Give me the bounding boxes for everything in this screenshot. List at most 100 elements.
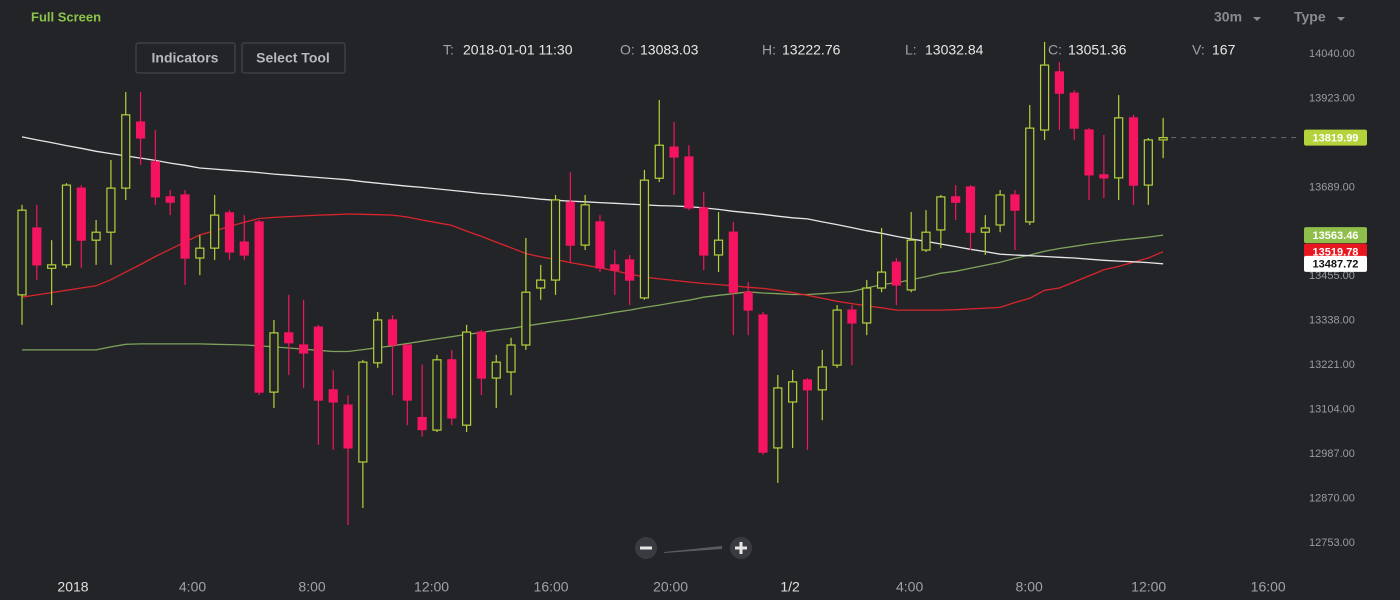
candle-body bbox=[76, 187, 86, 241]
candle-body bbox=[936, 196, 946, 231]
moving-average-line bbox=[21, 136, 1164, 265]
candle-body bbox=[521, 291, 531, 346]
candle-body bbox=[135, 121, 146, 139]
candle-body bbox=[862, 287, 872, 324]
candle-body bbox=[951, 196, 961, 203]
candle-body bbox=[476, 331, 487, 379]
candle-body bbox=[47, 264, 57, 269]
candle-body bbox=[284, 332, 294, 344]
candle-body bbox=[625, 259, 635, 281]
candle-body bbox=[669, 146, 679, 158]
candle-body bbox=[387, 319, 398, 346]
candle-body bbox=[817, 366, 827, 391]
candle-body bbox=[298, 344, 309, 354]
candle-body bbox=[1010, 194, 1020, 211]
price-badge-label: 13487.72 bbox=[1313, 259, 1359, 271]
x-tick-label: 16:00 bbox=[534, 579, 569, 595]
candle-body bbox=[995, 194, 1005, 226]
candle-body bbox=[743, 291, 753, 311]
candle-body bbox=[639, 179, 650, 299]
candle-body bbox=[876, 271, 887, 289]
ohlcv-label: C: bbox=[1048, 42, 1062, 58]
candle-body bbox=[1099, 174, 1109, 179]
candle-body bbox=[106, 187, 116, 233]
zoom-slider[interactable] bbox=[664, 546, 722, 553]
indicators-button[interactable] bbox=[135, 42, 236, 74]
candle-body bbox=[328, 389, 338, 403]
candle-body bbox=[847, 309, 857, 324]
candle-body bbox=[788, 381, 798, 403]
full-screen-link[interactable]: Full Screen bbox=[31, 9, 101, 24]
y-tick-label: 13221.00 bbox=[1309, 359, 1355, 371]
candle-body bbox=[402, 344, 412, 401]
zoom-control bbox=[635, 537, 752, 559]
candle-body bbox=[210, 214, 220, 249]
candle-body bbox=[32, 227, 42, 266]
candle-body bbox=[121, 114, 131, 189]
select-tool-button[interactable] bbox=[241, 42, 346, 74]
candle-body bbox=[150, 161, 160, 198]
candle-body bbox=[728, 231, 738, 293]
candle-body bbox=[565, 201, 575, 246]
button-label: Indicators bbox=[152, 50, 219, 66]
interval-menu[interactable]: 30m bbox=[1214, 9, 1242, 25]
ohlcv-value: 2018-01-01 11:30 bbox=[463, 42, 573, 58]
ohlcv-value: 13051.36 bbox=[1068, 42, 1127, 58]
candle-body bbox=[91, 231, 101, 241]
candle-body bbox=[373, 319, 383, 364]
caret bbox=[1253, 17, 1261, 21]
ohlcv-label: V: bbox=[1192, 42, 1205, 58]
candle-body bbox=[580, 204, 590, 246]
candle-body bbox=[713, 239, 724, 256]
candle-body bbox=[1069, 92, 1079, 129]
candle-body bbox=[906, 239, 916, 291]
ohlcv-label: H: bbox=[762, 42, 776, 58]
price-badge-label: 13519.78 bbox=[1313, 247, 1359, 259]
y-tick-label: 13455.00 bbox=[1309, 270, 1355, 282]
candle-body bbox=[980, 227, 990, 233]
candle-body bbox=[254, 221, 264, 393]
candle-body bbox=[313, 326, 323, 401]
y-tick-label: 13104.00 bbox=[1309, 403, 1355, 415]
candle-body bbox=[462, 331, 472, 426]
candle-body bbox=[550, 199, 561, 281]
x-tick-label: 4:00 bbox=[179, 579, 206, 595]
price-badge-label: 13819.99 bbox=[1313, 133, 1359, 145]
candle-body bbox=[417, 416, 427, 431]
candle-body bbox=[1084, 129, 1094, 176]
ohlcv-value: 167 bbox=[1212, 42, 1236, 58]
candle-body bbox=[610, 264, 620, 271]
y-tick-label: 12753.00 bbox=[1309, 537, 1355, 549]
x-tick-label: 2018 bbox=[57, 579, 88, 595]
candle-body bbox=[1039, 64, 1050, 131]
ohlcv-value: 13032.84 bbox=[925, 42, 984, 58]
ohlcv-value: 13222.76 bbox=[782, 42, 841, 58]
price-badge bbox=[1304, 129, 1367, 146]
price-badge bbox=[1304, 227, 1367, 244]
candle-body bbox=[1114, 117, 1124, 179]
ohlcv-label: T: bbox=[443, 42, 454, 58]
ohlcv-value: 13083.03 bbox=[640, 42, 699, 58]
candle-body bbox=[536, 279, 546, 289]
y-tick-label: 13689.00 bbox=[1309, 181, 1355, 193]
minus-icon bbox=[640, 546, 652, 550]
moving-average-line bbox=[22, 234, 1164, 353]
y-tick-label: 12870.00 bbox=[1309, 492, 1355, 504]
candle-body bbox=[699, 207, 709, 256]
candle-body bbox=[758, 314, 768, 453]
y-tick-label: 12987.00 bbox=[1309, 448, 1355, 460]
x-tick-label: 12:00 bbox=[1131, 579, 1166, 595]
candle-body bbox=[61, 184, 72, 266]
x-tick-label: 8:00 bbox=[1016, 579, 1043, 595]
price-badge bbox=[1304, 243, 1367, 260]
candle-body bbox=[195, 247, 205, 259]
candle-body bbox=[239, 241, 249, 256]
type-menu[interactable]: Type bbox=[1294, 9, 1326, 25]
candle-body bbox=[343, 404, 353, 449]
x-tick-label: 1/2 bbox=[780, 579, 800, 595]
candle-body bbox=[921, 231, 931, 251]
candle-body bbox=[773, 387, 783, 449]
candle-body bbox=[832, 309, 842, 366]
candle-body bbox=[269, 332, 279, 393]
button-label: Select Tool bbox=[256, 50, 330, 66]
